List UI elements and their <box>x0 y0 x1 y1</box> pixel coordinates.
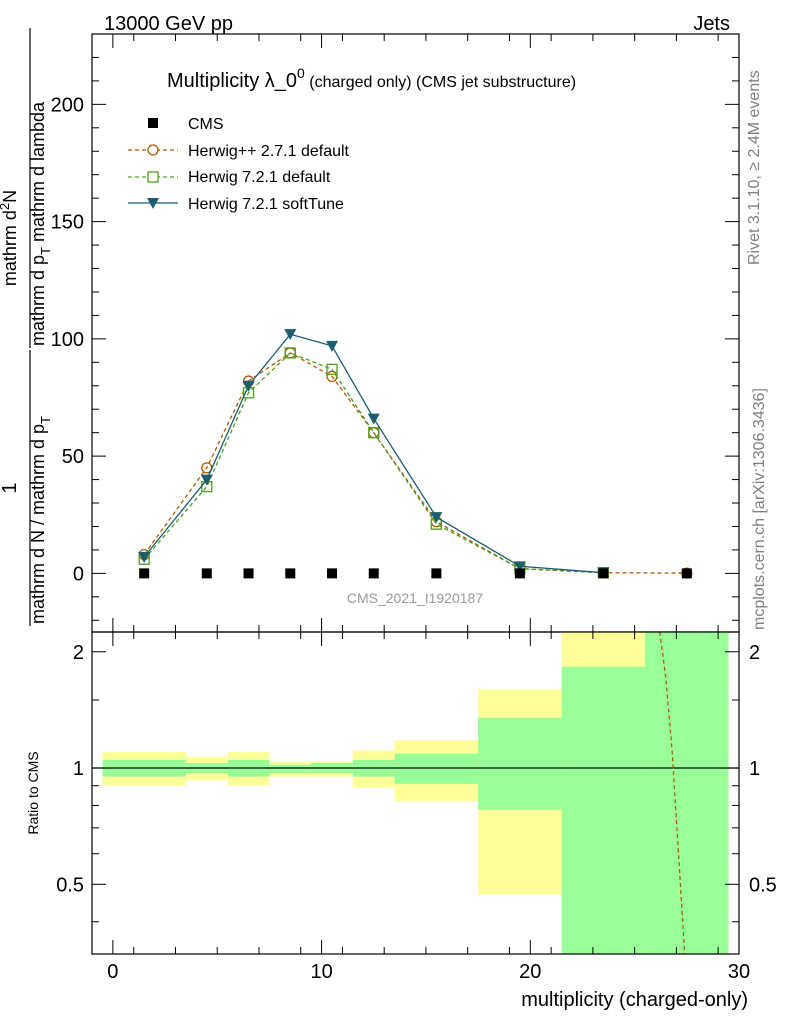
series-line-herwig-2-7-1-default <box>143 352 687 574</box>
legend-label-cms: CMS <box>188 116 224 133</box>
data-point-cms <box>368 568 379 579</box>
legend-entry-herwig-pp: Herwig++ 2.7.1 default <box>128 143 350 160</box>
ratio-band-inner <box>478 717 562 810</box>
legend-marker-herwig7-softtune <box>147 198 159 209</box>
data-point-herwig-7-2-1-softtune <box>367 413 380 425</box>
x-tick-label: 30 <box>728 961 750 983</box>
data-point-cms <box>327 568 338 579</box>
legend-label-herwig7-softtune: Herwig 7.2.1 softTune <box>188 196 344 213</box>
data-point-cms <box>243 568 254 579</box>
data-point-herwig-7-2-1-softtune <box>200 474 213 486</box>
legend-label-herwig-pp: Herwig++ 2.7.1 default <box>188 143 350 160</box>
legend-label-herwig7-default: Herwig 7.2.1 default <box>188 169 331 186</box>
x-tick-label: 0 <box>107 961 118 983</box>
header-right-label: Jets <box>693 13 730 35</box>
data-point-cms <box>201 568 212 579</box>
plot-title: Multiplicity λ_00 (charged only) (CMS je… <box>167 65 576 92</box>
ratio-y-tick-label-right: 2 <box>749 642 760 664</box>
ratio-y-tick-label-right: 0.5 <box>749 874 777 896</box>
data-point-cms <box>431 568 442 579</box>
y-label-frac2-num-text: mathrm d <box>0 210 20 286</box>
mcplots-label: mcplots.cern.ch [arXiv:1306.3436] <box>751 388 768 630</box>
legend: CMS Herwig++ 2.7.1 default Herwig 7.2.1 … <box>128 116 350 213</box>
main-y-tick-label: 150 <box>51 212 84 234</box>
main-y-tick-label: 100 <box>51 329 84 351</box>
legend-marker-herwig-pp <box>147 144 159 156</box>
y-label-frac1-denominator: mathrm d N / mathrm d pT <box>28 416 53 624</box>
data-point-herwig-7-2-1-softtune <box>138 551 151 563</box>
x-tick-label: 10 <box>310 961 332 983</box>
data-point-herwig-7-2-1-default <box>368 427 380 439</box>
y-label-frac2-den-text: mathrm d p <box>28 255 48 346</box>
data-point-herwig-7-2-1-softtune <box>513 561 526 573</box>
data-point-cms <box>514 568 525 579</box>
ratio-line-herwig-2-7-1-default <box>659 631 686 955</box>
data-point-herwig-7-2-1-softtune <box>430 512 443 524</box>
data-point-herwig-7-2-1-softtune <box>242 380 255 392</box>
main-y-tick-label: 50 <box>62 446 84 468</box>
ratio-plot-frame <box>91 631 740 955</box>
legend-marker-cms <box>148 118 158 128</box>
header-left-label: 13000 GeV pp <box>104 13 233 35</box>
y-label-frac2-num-rest: N <box>0 190 20 203</box>
data-point-herwig-7-2-1-default <box>326 363 338 375</box>
ratio-band-inner <box>645 632 729 954</box>
y-label-frac1-numerator: 1 <box>0 482 21 493</box>
y-label-frac1-den-sub: T <box>38 416 53 424</box>
y-label-frac2-denominator: mathrm d pT mathrm d lambda <box>28 101 53 346</box>
y-label-frac2-den-sub: T <box>38 247 53 255</box>
data-point-cms <box>139 568 150 579</box>
legend-entry-cms: CMS <box>148 116 224 133</box>
ratio-y-axis-label: Ratio to CMS <box>25 751 41 834</box>
legend-marker-herwig7-default <box>147 171 159 183</box>
data-point-cms <box>285 568 296 579</box>
main-y-tick-label: 0 <box>73 563 84 585</box>
y-label-frac2-num-sup: 2 <box>0 203 12 210</box>
data-point-herwig-7-2-1-default <box>284 347 296 359</box>
series-line-herwig-7-2-1-default <box>143 352 604 574</box>
ratio-plot-marks: 0.5 0.51 12 20 10 20 30 <box>56 631 777 983</box>
ratio-y-tick-label: 1 <box>73 758 84 780</box>
ratio-y-tick-label: 2 <box>73 642 84 664</box>
x-tick-label: 20 <box>519 961 541 983</box>
main-y-axis-label: 1 mathrm d N / mathrm d pT mathrm d2N ma… <box>0 28 53 626</box>
y-label-frac2-numerator: mathrm d2N <box>0 190 20 286</box>
legend-entry-herwig7-softtune: Herwig 7.2.1 softTune <box>128 196 344 213</box>
data-point-cms <box>598 568 609 579</box>
legend-entry-herwig7-default: Herwig 7.2.1 default <box>128 169 331 186</box>
main-plot-marks: 0 50 100 150 200 <box>51 34 740 632</box>
plot-title-subtitle: (charged only) (CMS jet substructure) <box>305 74 576 91</box>
plot-title-superscript: 0 <box>297 65 305 81</box>
ratio-y-tick-label-right: 1 <box>749 758 760 780</box>
data-point-herwig-7-2-1-softtune <box>326 340 339 352</box>
data-point-cms <box>681 568 692 579</box>
y-label-frac2-den-rest: mathrm d lambda <box>28 101 48 247</box>
y-label-frac1-den-text: mathrm d N / mathrm d p <box>28 424 48 624</box>
data-point-herwig-7-2-1-softtune <box>284 329 297 341</box>
main-y-tick-label: 200 <box>51 94 84 116</box>
analysis-watermark: CMS_2021_I1920187 <box>347 590 483 606</box>
ratio-band-inner <box>394 753 479 784</box>
rivet-version-label: Rivet 3.1.10, ≥ 2.4M events <box>746 70 763 265</box>
plot-title-main: Multiplicity λ_0 <box>167 70 297 92</box>
ratio-band-inner <box>269 764 312 774</box>
x-axis-label: multiplicity (charged-only) <box>521 989 748 1011</box>
ratio-band-inner <box>561 666 646 954</box>
ratio-y-tick-label: 0.5 <box>56 874 84 896</box>
ratio-plot-panel: 0.5 0.51 12 20 10 20 30 Ratio to CMS multiplic… <box>25 631 777 1011</box>
